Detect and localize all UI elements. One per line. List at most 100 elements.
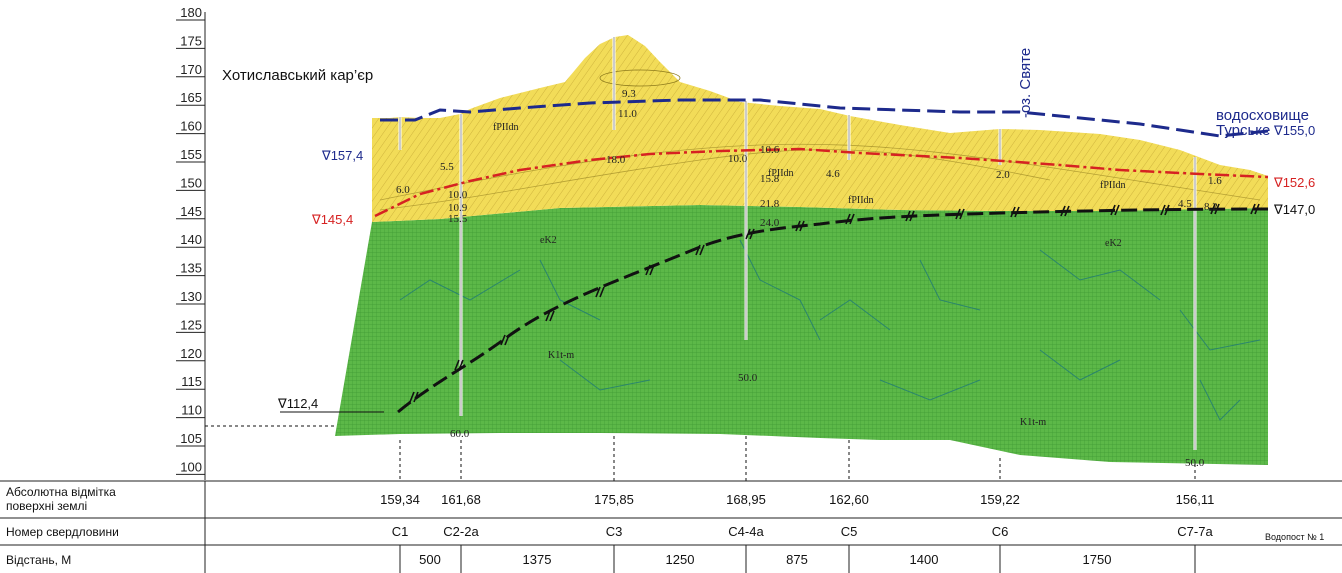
elevation-tick-label: 155: [180, 147, 202, 162]
curve-marker: [1210, 203, 1216, 215]
elevation-tick-label: 140: [180, 232, 202, 247]
row-label-distance: Відстань, М: [6, 553, 71, 567]
water-level-right-low: ∇147,0: [1273, 202, 1315, 217]
curve-marker: [749, 228, 755, 240]
distance-values: 500 1375 1250 875 1400 1750: [419, 552, 1111, 567]
curve-marker: [909, 210, 915, 222]
well-cell: С3: [606, 524, 623, 539]
row-label-elevation-1: Абсолютна відмітка: [6, 485, 116, 499]
red-water-level-line: [374, 147, 1269, 218]
water-level-left-top: ∇157,4: [321, 148, 363, 163]
well-cell: С7-7а: [1177, 524, 1213, 539]
depth-value: 21.8: [760, 198, 780, 210]
curve-marker: [699, 244, 705, 256]
well-cell: С4-4а: [728, 524, 764, 539]
blue-water-table-line: [380, 98, 1269, 138]
depth-value: 15.8: [760, 173, 780, 185]
curve-marker: [1110, 204, 1116, 216]
curve-marker: [745, 228, 751, 240]
curve-marker: [1010, 206, 1016, 218]
curve-marker: [1160, 204, 1166, 216]
curve-marker: [1214, 203, 1220, 215]
curve-marker: [458, 359, 464, 371]
elevation-cell: 168,95: [726, 492, 766, 507]
elevation-tick-label: 145: [180, 204, 202, 219]
elevation-cell: 162,60: [829, 492, 869, 507]
depth-value: 2.0: [996, 169, 1010, 181]
geo-label: K1t-m: [1020, 417, 1046, 428]
depth-value: 10.9: [448, 202, 468, 214]
distance-cell: 1400: [910, 552, 939, 567]
distance-cell: 1750: [1083, 552, 1112, 567]
distance-cell: 1250: [666, 552, 695, 567]
curve-marker: [905, 210, 911, 222]
curve-marker: [545, 310, 551, 322]
curve-marker: [1060, 205, 1066, 217]
well-cell: С6: [992, 524, 1009, 539]
curve-marker: [1114, 204, 1120, 216]
elevation-tick-label: 180: [180, 5, 202, 20]
water-level-right-top: ∇155,0: [1273, 123, 1315, 138]
well-cell: С5: [841, 524, 858, 539]
elevation-values: 159,34 161,68 175,85 168,95 162,60 159,22 156,…: [380, 492, 1214, 507]
elevation-tick-label: 110: [181, 403, 202, 418]
water-level-left-low: ∇112,4: [277, 396, 318, 411]
reservoir-label-line2: Турське: [1216, 122, 1270, 139]
depth-value: 50.0: [738, 372, 758, 384]
row-label-elevation-2: поверхні землі: [6, 499, 87, 513]
well-projection-lines: [399, 436, 1196, 481]
elevation-tick-label: 150: [180, 175, 202, 190]
depth-value: 5.5: [440, 161, 454, 173]
depth-value: 15.5: [448, 213, 468, 225]
geo-label: fPIIdn: [848, 195, 874, 206]
data-table: Абсолютна відмітка поверхні землі Номер …: [0, 480, 1342, 573]
elevation-axis: 180 175 170 165 160 155 150 145 140 135 130 125 120 1…: [176, 5, 206, 480]
geo-label: fPIIdn: [493, 122, 519, 133]
curve-marker: [454, 359, 460, 371]
water-level-right-mid: ∇152,6: [1273, 175, 1315, 190]
distance-dividers: [399, 545, 1196, 573]
elevation-cell: 159,34: [380, 492, 420, 507]
elevation-cell: 161,68: [441, 492, 481, 507]
depth-value: 9.3: [622, 88, 636, 100]
elevation-tick-label: 165: [180, 90, 202, 105]
water-level-left-mid: ∇145,4: [311, 212, 353, 227]
curve-marker: [849, 213, 855, 225]
elevation-tick-label: 170: [180, 62, 202, 77]
curve-marker: [845, 213, 851, 225]
well-numbers: С1 С2-2а С3 С4-4а С5 С6 С7-7а: [392, 524, 1214, 539]
gauge-post-label: Водопост № 1: [1265, 532, 1324, 542]
depth-value: 10.0: [728, 153, 748, 165]
curve-marker: [549, 310, 555, 322]
elevation-tick-label: 120: [180, 346, 202, 361]
distance-cell: 500: [419, 552, 441, 567]
curve-marker: [1014, 206, 1020, 218]
geo-label: K1t-m: [548, 350, 574, 361]
curve-marker: [599, 286, 605, 298]
depth-value: 11.0: [618, 108, 637, 120]
lake-label: -оз. Святе: [1017, 48, 1034, 118]
curve-marker: [1254, 203, 1260, 215]
curve-marker: [1064, 205, 1070, 217]
depth-value: 4.5: [1178, 198, 1192, 210]
depth-value: 50.0: [1185, 457, 1205, 469]
green-bedrock-layer: [335, 205, 1268, 465]
depth-value: 1.6: [1208, 175, 1222, 187]
curve-marker: [955, 208, 961, 220]
geo-label: eK2: [540, 235, 557, 246]
elevation-tick-label: 135: [180, 261, 202, 276]
quarry-label: Хотиславський кар’єр: [222, 67, 373, 84]
curve-marker: [409, 391, 415, 403]
elevation-tick-label: 105: [180, 431, 202, 446]
curve-marker: [649, 264, 655, 276]
curve-marker: [795, 220, 801, 232]
depth-value: 24.0: [760, 217, 780, 229]
depth-value: 60.0: [450, 428, 470, 440]
distance-cell: 875: [786, 552, 808, 567]
curve-marker: [799, 220, 805, 232]
elevation-cell: 175,85: [594, 492, 634, 507]
curve-marker: [959, 208, 965, 220]
depth-value: 6.0: [396, 184, 410, 196]
elevation-ticks: 180 175 170 165 160 155 150 145 140 135 130 125 120 1…: [176, 5, 205, 475]
